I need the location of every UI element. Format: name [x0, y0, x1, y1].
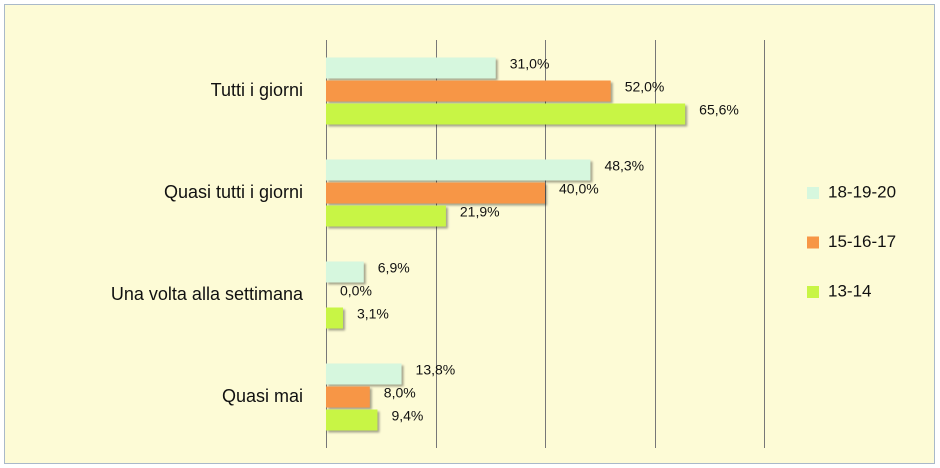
value-label: 3,1% — [357, 306, 389, 322]
legend-label: 13-14 — [828, 281, 871, 300]
value-label: 8,0% — [384, 385, 416, 401]
legend-swatch — [807, 187, 819, 199]
bar — [326, 307, 343, 329]
bar — [326, 80, 611, 102]
bar — [326, 363, 402, 385]
bar — [326, 261, 364, 283]
category-label: Una volta alla settimana — [111, 284, 304, 304]
value-label: 52,0% — [625, 79, 665, 95]
category-label: Tutti i giorni — [211, 80, 303, 100]
value-label: 31,0% — [510, 56, 550, 72]
value-label: 65,6% — [699, 102, 739, 118]
bar — [326, 386, 370, 408]
bar — [326, 159, 591, 181]
bar — [326, 205, 446, 227]
bar — [326, 103, 686, 125]
value-label: 9,4% — [391, 408, 423, 424]
value-label: 0,0% — [340, 283, 372, 299]
legend-swatch — [807, 286, 819, 298]
legend-swatch — [807, 236, 819, 249]
value-label: 40,0% — [559, 181, 599, 197]
category-label: Quasi mai — [222, 386, 303, 406]
legend-label: 18-19-20 — [828, 182, 896, 201]
value-label: 21,9% — [460, 204, 500, 220]
value-label: 48,3% — [604, 158, 644, 174]
value-label: 6,9% — [378, 260, 410, 276]
category-label: Quasi tutti i giorni — [164, 182, 303, 202]
bar — [326, 182, 545, 204]
value-label: 13,8% — [416, 362, 456, 378]
legend-label: 15-16-17 — [828, 232, 896, 251]
bar — [326, 57, 496, 79]
bar — [326, 409, 378, 431]
